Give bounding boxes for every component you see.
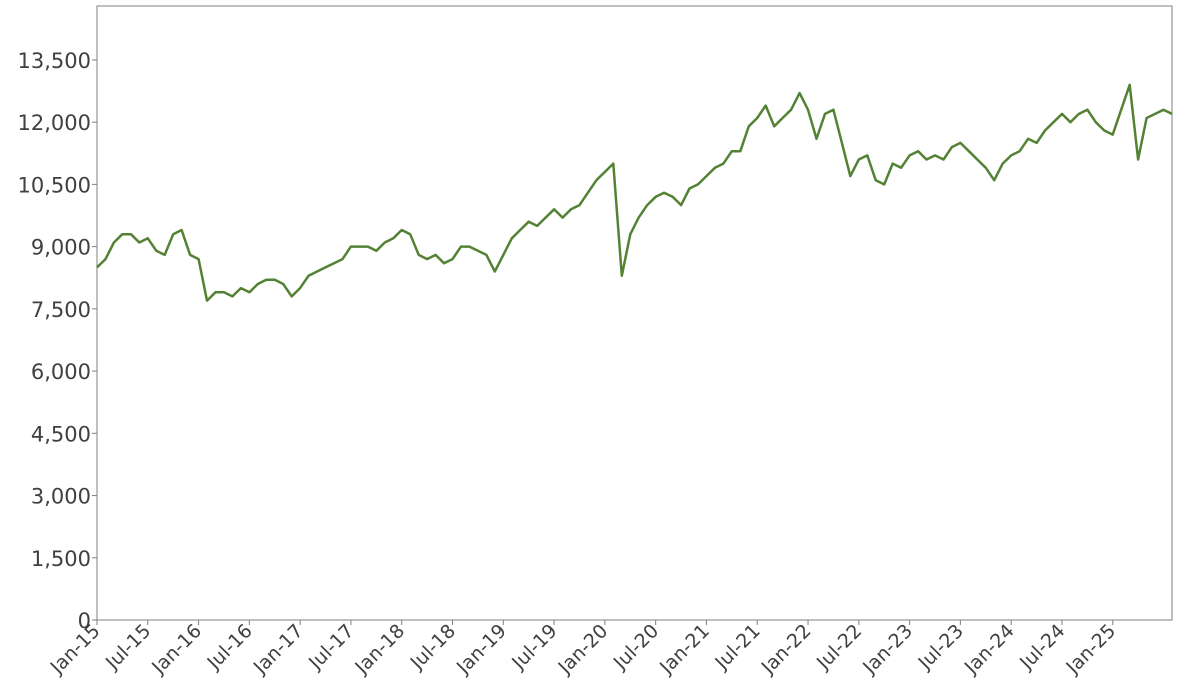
x-tick-label: Jul-24 xyxy=(1015,620,1069,674)
x-tick-label: Jan-21 xyxy=(655,620,714,679)
y-tick-label: 12,000 xyxy=(18,111,91,135)
x-tick-label: Jul-18 xyxy=(406,620,460,674)
x-tick-label: Jul-19 xyxy=(507,620,561,674)
x-tick-label: Jan-17 xyxy=(249,620,308,679)
x-tick-label: Jul-23 xyxy=(913,620,967,674)
x-tick-label: Jan-15 xyxy=(46,620,105,679)
y-tick-label: 10,500 xyxy=(18,173,91,197)
x-tick-label: Jan-20 xyxy=(553,620,612,679)
line-series xyxy=(96,83,1173,302)
y-tick-label: 0 xyxy=(78,609,91,633)
x-tick-label: Jan-24 xyxy=(960,620,1019,679)
x-tick-label: Jul-15 xyxy=(101,620,155,674)
y-tick-label: 6,000 xyxy=(31,360,91,384)
x-tick-label: Jul-20 xyxy=(609,620,663,674)
x-tick-label: Jul-22 xyxy=(812,620,866,674)
x-tick-label: Jan-18 xyxy=(350,620,409,679)
x-tick-label: Jan-23 xyxy=(858,620,917,679)
x-tick-label: Jul-16 xyxy=(202,620,256,674)
x-tick-label: Jul-17 xyxy=(304,620,358,674)
x-tick-label: Jan-25 xyxy=(1061,620,1120,679)
x-tick-label: Jan-19 xyxy=(452,620,511,679)
y-tick-label: 4,500 xyxy=(31,422,91,446)
y-tick-label: 7,500 xyxy=(31,298,91,322)
x-tick-label: Jan-22 xyxy=(757,620,816,679)
x-tick-label: Jul-21 xyxy=(710,620,764,674)
y-tick-label: 3,000 xyxy=(31,485,91,509)
y-tick-label: 13,500 xyxy=(18,49,91,73)
plot-frame xyxy=(96,5,1173,621)
y-tick-label: 9,000 xyxy=(31,236,91,260)
x-tick-label: Jan-16 xyxy=(147,620,206,679)
y-tick-label: 1,500 xyxy=(31,547,91,571)
